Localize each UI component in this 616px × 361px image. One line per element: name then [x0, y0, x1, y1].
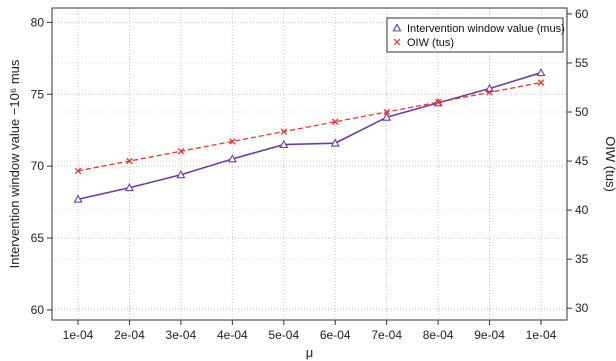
right-y-tick-label: 60	[575, 7, 589, 21]
legend-entry-label: Intervention window value (mus)	[407, 23, 565, 35]
grid	[52, 8, 567, 320]
legend-box	[386, 17, 564, 53]
x-tick-label: 3e-04	[166, 328, 197, 342]
right-y-tick-label: 50	[575, 105, 589, 119]
cross-marker	[537, 79, 545, 86]
left-y-axis-title: Intervention window value −10⁶ mus	[7, 59, 22, 268]
x-tick-label: 8e-04	[423, 328, 454, 342]
cross-marker	[393, 38, 401, 46]
x-axis-title: μ	[306, 345, 314, 360]
cross-marker	[280, 128, 288, 135]
x-tick-label: 1e-04	[63, 328, 94, 342]
x-tick-label: 5e-04	[268, 328, 299, 342]
triangle-marker	[176, 170, 186, 179]
triangle-marker	[227, 154, 237, 163]
x-tick-label: 4e-04	[217, 328, 248, 342]
series-line-0	[77, 71, 542, 201]
left-y-tick-label: 70	[31, 159, 45, 173]
cross-marker	[486, 89, 493, 96]
x-tick-label: 2e-04	[114, 328, 145, 342]
triangle-marker	[279, 139, 289, 149]
triangle-marker	[73, 194, 83, 203]
cross-marker	[383, 108, 390, 116]
plot-frame	[51, 7, 568, 321]
triangle-marker	[536, 67, 546, 77]
right-y-tick-label: 45	[575, 154, 589, 168]
triangle-marker	[330, 138, 340, 147]
series-line-1	[77, 81, 542, 172]
left-y-tick-label: 75	[31, 87, 45, 101]
right-y-tick-label: 40	[575, 203, 589, 217]
left-y-axis: 60 65 70 75 80	[31, 15, 52, 317]
right-y-tick-label: 55	[575, 56, 589, 70]
cross-marker	[434, 98, 442, 106]
cross-marker	[331, 118, 339, 126]
cross-marker	[74, 167, 82, 175]
right-y-axis-title: OIW (tus)	[603, 136, 616, 192]
cross-marker	[229, 138, 236, 145]
legend: Intervention window value (mus) OIW (tus)	[386, 17, 565, 53]
right-y-axis: 30 35 40 45 50 55 60	[567, 7, 589, 315]
x-tick-label: 9e-04	[474, 328, 505, 342]
left-y-tick-label: 60	[31, 303, 45, 317]
cross-marker	[126, 157, 133, 165]
left-y-tick-label: 80	[31, 15, 45, 29]
triangle-marker	[124, 182, 134, 192]
triangle-marker	[392, 23, 402, 32]
legend-entry-label: OIW (tus)	[407, 37, 454, 49]
x-axis: 1e-04 2e-04 3e-04 4e-04 5e-04 6e-04 7e-04 8e-04…	[63, 320, 557, 342]
left-y-tick-label: 65	[31, 231, 45, 245]
triangle-marker	[382, 112, 392, 121]
right-y-tick-label: 35	[575, 252, 589, 266]
x-tick-label: 1e-04	[526, 328, 557, 342]
x-tick-label: 7e-04	[371, 328, 402, 342]
cross-marker	[177, 147, 185, 155]
series-layer	[73, 67, 546, 203]
right-y-tick-label: 30	[575, 301, 589, 315]
x-tick-label: 6e-04	[320, 328, 351, 342]
